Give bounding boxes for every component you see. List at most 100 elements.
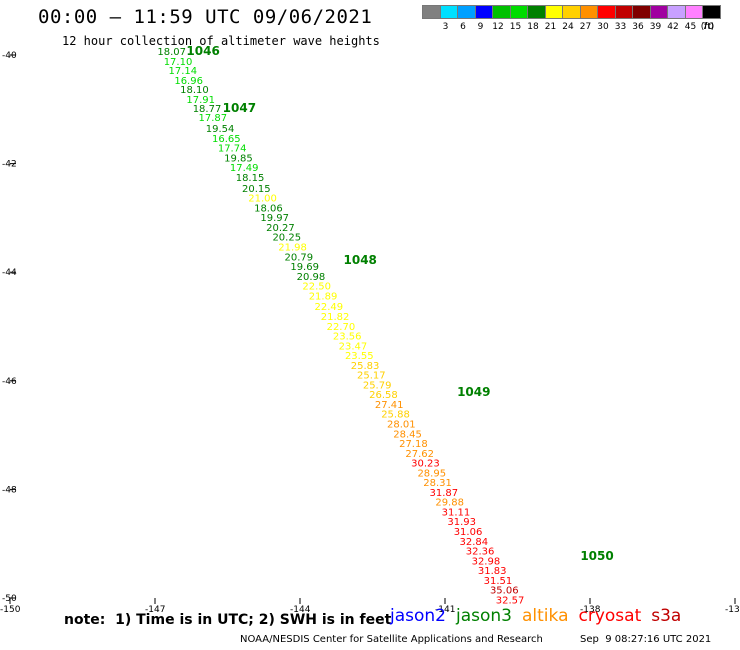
wave-height-label: 30.23 — [411, 459, 440, 470]
wave-height-label: 25.83 — [351, 361, 380, 372]
map-title: 00:00 – 11:59 UTC 09/06/2021 — [38, 6, 373, 28]
wave-height-label: 32.84 — [460, 537, 489, 548]
legend-label: 45 — [684, 22, 697, 32]
wave-height-label: 19.69 — [290, 262, 319, 273]
wave-height-label: 22.50 — [302, 282, 331, 293]
wave-height-label: 27.62 — [405, 449, 434, 460]
wave-height-label: 18.15 — [236, 173, 265, 184]
wave-height-label: 20.98 — [297, 272, 326, 283]
wave-height-label: 17.74 — [218, 144, 247, 155]
wave-height-label: 17.10 — [164, 57, 193, 68]
wave-height-label: 20.79 — [285, 252, 314, 263]
wave-height-label: 32.36 — [466, 547, 495, 558]
wave-height-label: 21.00 — [248, 194, 277, 205]
legend-label: 9 — [477, 22, 484, 32]
legend-label: 3 — [442, 22, 449, 32]
legend-unit: (ft) — [700, 22, 715, 32]
wave-height-label: 19.54 — [206, 124, 235, 135]
wave-height-label: 16.96 — [174, 76, 203, 87]
legend-label: 15 — [509, 22, 522, 32]
legend-label: 12 — [492, 22, 504, 32]
lat-tick-label: -48 — [2, 485, 17, 495]
wave-height-label: 31.93 — [447, 517, 476, 528]
satellite-jason3: jason3 — [456, 606, 512, 626]
lon-tick-label: -150 — [0, 605, 21, 615]
wave-height-label: 28.01 — [387, 419, 416, 430]
wave-height-label: 31.51 — [484, 576, 513, 587]
lon-tick-label: -138 — [580, 605, 601, 615]
lon-tick-label: -135 — [725, 605, 740, 615]
buoy-label: 1047 — [223, 101, 256, 115]
wave-height-label: 25.79 — [363, 380, 392, 391]
lat-tick-label: -40 — [2, 51, 17, 61]
legend-label: 42 — [667, 22, 679, 32]
legend-label: 70 — [702, 22, 714, 32]
buoy-label: 1049 — [457, 385, 490, 399]
buoy-label: 1048 — [344, 253, 377, 267]
wave-height-label: 19.97 — [260, 213, 289, 224]
legend-label: 6 — [460, 22, 466, 32]
lat-tick-label: -46 — [2, 377, 17, 387]
wave-height-label: 26.58 — [369, 390, 398, 401]
satellite-cryosat: cryosat — [578, 606, 642, 626]
satellite-key: jason2 jason3 altika cryosat s3a — [390, 606, 691, 626]
lat-tick-label: -50 — [2, 594, 17, 604]
footer-timestamp: Sep 9 08:27:16 UTC 2021 — [580, 634, 712, 645]
wave-height-label: 22.49 — [315, 302, 344, 313]
wave-height-label: 31.11 — [442, 507, 471, 518]
wave-height-label: 20.15 — [242, 184, 271, 195]
wave-height-label: 21.98 — [278, 242, 307, 253]
wave-height-label: 17.49 — [230, 163, 259, 174]
legend-label: 18 — [527, 22, 539, 32]
lat-tick-label: -42 — [2, 160, 17, 170]
legend-label: 21 — [544, 22, 557, 32]
wave-height-label: 28.95 — [417, 468, 446, 479]
wave-height-label: 29.88 — [435, 498, 464, 509]
wave-height-label: 23.47 — [339, 341, 368, 352]
wave-height-label: 22.70 — [327, 322, 356, 333]
wave-height-label: 16.65 — [212, 134, 241, 145]
wave-height-label: 19.85 — [224, 153, 253, 164]
wave-height-label: 21.82 — [321, 312, 350, 323]
wave-height-label: 25.88 — [381, 410, 410, 421]
wave-height-label: 21.89 — [309, 291, 338, 302]
legend-swatch — [702, 5, 721, 19]
wave-height-label: 27.41 — [375, 400, 404, 411]
wave-height-label: 17.91 — [186, 95, 215, 106]
wave-height-label: 17.87 — [199, 113, 228, 124]
legend-label: 39 — [649, 22, 662, 32]
wave-height-label: 27.18 — [399, 439, 428, 450]
wave-height-label: 31.06 — [454, 527, 483, 538]
wave-height-label: 31.87 — [430, 488, 459, 499]
buoy-label: 1046 — [186, 44, 219, 58]
wave-height-label: 31.83 — [478, 566, 507, 577]
legend-label: 36 — [632, 22, 644, 32]
lat-tick-label: -44 — [2, 268, 17, 278]
legend-label: 30 — [597, 22, 609, 32]
units-note: note: 1) Time is in UTC; 2) SWH is in fe… — [64, 612, 392, 628]
map-subtitle: 12 hour collection of altimeter wave hei… — [62, 34, 380, 48]
footer-credit: NOAA/NESDIS Center for Satellite Applica… — [240, 634, 543, 645]
legend-label: 27 — [579, 22, 592, 32]
wave-height-label: 25.17 — [357, 371, 386, 382]
wave-height-label: 18.07 — [157, 47, 186, 58]
wave-height-label: 18.10 — [180, 85, 209, 96]
lon-tick-label: -141 — [435, 605, 455, 615]
lon-tick-label: -144 — [290, 605, 311, 615]
wave-height-label: 18.77 — [193, 104, 222, 115]
legend-label: 24 — [562, 22, 574, 32]
wave-height-label: 23.55 — [345, 351, 374, 362]
wave-height-label: 23.56 — [333, 332, 362, 343]
color-scale-legend: 3 6 9 12 15 18 21 24 27 30 33 36 39 42 45 70 (ft) — [422, 5, 740, 35]
wave-height-label: 20.27 — [266, 223, 295, 234]
wave-height-label: 28.31 — [423, 478, 452, 489]
buoy-label: 1050 — [580, 549, 613, 563]
wave-height-label: 32.98 — [472, 556, 501, 567]
satellite-jason2: jason2 — [390, 606, 446, 626]
wave-height-label: 17.14 — [169, 66, 198, 77]
satellite-s3a: s3a — [651, 606, 682, 626]
legend-label: 33 — [614, 22, 627, 32]
lon-tick-label: -147 — [145, 605, 165, 615]
wave-height-label: 18.06 — [254, 203, 283, 214]
